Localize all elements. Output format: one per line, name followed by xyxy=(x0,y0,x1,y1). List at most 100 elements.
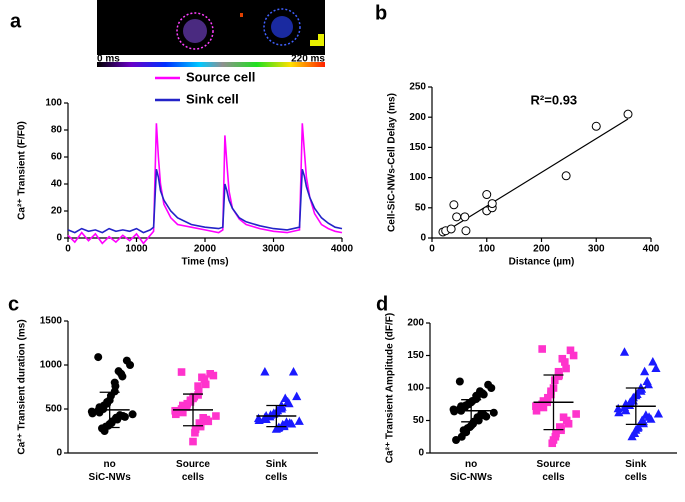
colorbar xyxy=(97,62,325,67)
data-point xyxy=(204,417,213,426)
colorbar-label: 220 ms xyxy=(291,54,325,65)
data-point xyxy=(613,403,623,413)
y-axis-label: Ca²⁺ Transient duration (ms) xyxy=(17,319,28,454)
data-point xyxy=(292,391,302,401)
x-tick-label: no SiC-NWs xyxy=(89,459,132,483)
data-point xyxy=(562,364,570,373)
panel-label: a xyxy=(10,10,22,32)
data-point xyxy=(189,437,197,446)
y-tick-label: 150 xyxy=(409,142,426,153)
legend-label: Source cell xyxy=(186,69,255,84)
data-point xyxy=(638,418,648,428)
data-point xyxy=(179,408,187,417)
y-tick-label: 150 xyxy=(407,350,424,361)
y-tick-label: 60 xyxy=(51,152,63,163)
data-point xyxy=(94,353,103,362)
data-point xyxy=(200,375,209,383)
data-point xyxy=(460,212,470,222)
y-tick-label: 0 xyxy=(56,448,62,459)
data-point xyxy=(452,212,462,222)
x-tick-label: Sink cells xyxy=(265,459,288,483)
data-point xyxy=(550,376,559,384)
x-tick-label: 2000 xyxy=(194,244,217,255)
y-tick-label: 0 xyxy=(420,233,426,244)
x-axis-label: Time (ms) xyxy=(181,257,228,268)
y-tick-label: 1000 xyxy=(40,360,63,371)
y-axis-label: Cell-SiC-NWs-Cell Delay (ms) xyxy=(387,93,398,232)
y-tick-label: 250 xyxy=(409,82,426,93)
y-tick-label: 200 xyxy=(409,112,426,123)
data-point xyxy=(449,200,459,210)
panel-label: c xyxy=(8,293,19,315)
data-point xyxy=(260,367,270,376)
y-tick-label: 50 xyxy=(415,202,427,213)
data-point xyxy=(482,412,491,421)
data-point xyxy=(196,422,205,431)
data-point xyxy=(653,409,664,418)
data-point xyxy=(271,424,281,433)
y-tick-label: 0 xyxy=(56,233,62,244)
y-tick-label: 40 xyxy=(51,179,63,190)
x-tick-label: Source cells xyxy=(176,459,210,483)
data-point xyxy=(643,379,654,389)
x-tick-label: 0 xyxy=(429,244,435,255)
y-tick-label: 20 xyxy=(51,206,63,217)
data-point xyxy=(461,226,471,236)
data-point xyxy=(614,407,624,417)
data-point xyxy=(194,382,202,390)
x-tick-label: 200 xyxy=(533,244,550,255)
data-point xyxy=(591,121,601,131)
x-tick-label: 300 xyxy=(588,244,605,255)
x-tick-label: no SiC-NWs xyxy=(450,459,493,483)
data-point xyxy=(209,371,218,380)
y-tick-label: 50 xyxy=(413,415,425,426)
y-tick-label: 80 xyxy=(51,125,63,136)
y-tick-label: 100 xyxy=(407,383,424,394)
series-line xyxy=(67,123,343,245)
data-point xyxy=(648,357,658,366)
micrograph xyxy=(97,0,325,55)
x-tick-label: 3000 xyxy=(262,244,285,255)
data-point xyxy=(88,409,97,418)
data-point xyxy=(172,410,180,419)
data-point xyxy=(532,402,540,410)
x-tick-label: 0 xyxy=(65,244,71,255)
data-point xyxy=(539,403,548,412)
data-point xyxy=(100,427,109,435)
y-tick-label: 100 xyxy=(45,98,62,109)
panel-label: d xyxy=(376,293,388,315)
y-tick-label: 1500 xyxy=(40,316,63,327)
colorbar-label: 0 ms xyxy=(97,54,120,65)
data-point xyxy=(548,439,557,448)
data-point xyxy=(566,346,575,355)
data-point xyxy=(120,412,129,421)
data-point xyxy=(455,377,464,386)
data-point xyxy=(561,358,569,366)
data-point xyxy=(191,428,199,437)
y-tick-label: 0 xyxy=(418,448,424,459)
x-tick-label: 400 xyxy=(643,244,660,255)
data-point xyxy=(619,347,630,356)
x-tick-label: 100 xyxy=(478,244,495,255)
data-point xyxy=(569,351,578,360)
data-point xyxy=(118,372,127,381)
data-point xyxy=(294,416,304,425)
data-point xyxy=(640,366,650,376)
data-point xyxy=(479,390,488,399)
data-point xyxy=(623,109,633,119)
data-point xyxy=(651,363,661,372)
data-point xyxy=(621,405,631,415)
y-axis-label: Ca²⁺ Transient (F/F0) xyxy=(17,121,28,220)
data-point xyxy=(544,393,552,402)
y-tick-label: 100 xyxy=(409,172,426,183)
legend-label: Sink cell xyxy=(186,91,239,106)
data-point xyxy=(452,436,461,444)
x-tick-label: 1000 xyxy=(125,244,148,255)
fit-line xyxy=(442,118,629,234)
data-point xyxy=(564,419,573,428)
data-point xyxy=(126,361,135,369)
series-line xyxy=(67,168,343,234)
data-point xyxy=(489,408,498,417)
